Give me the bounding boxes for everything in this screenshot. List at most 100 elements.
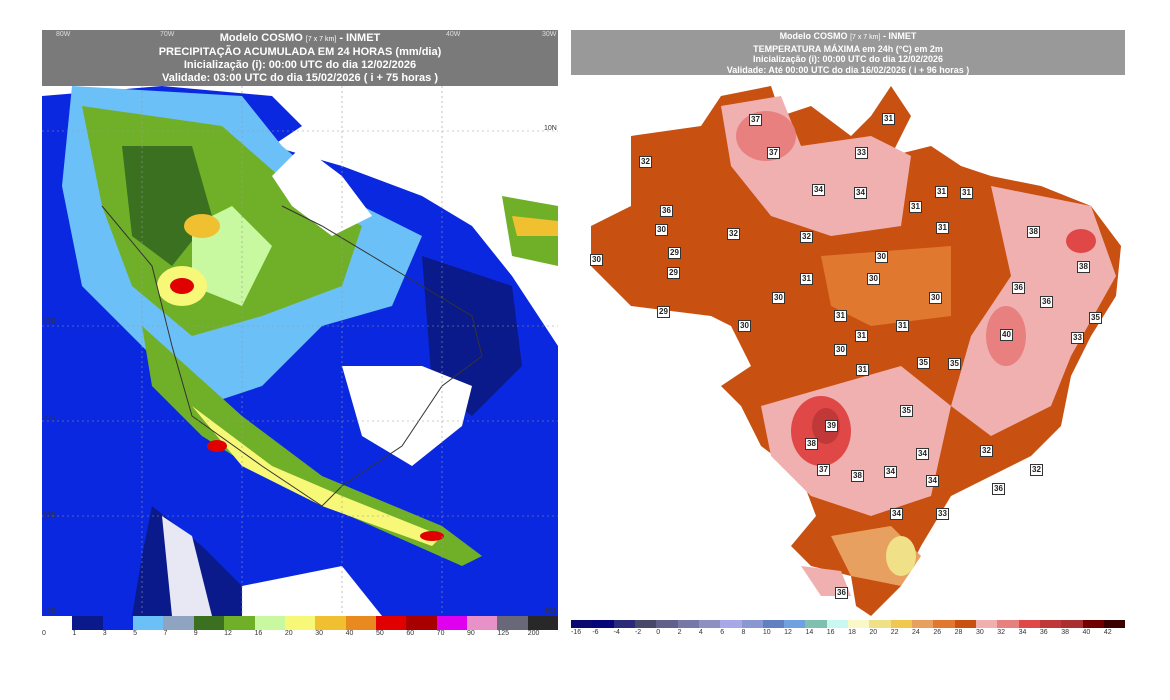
colorbar-swatch — [826, 620, 849, 628]
colorbar-label: -4 — [613, 629, 620, 636]
max-temperature-label: 38 — [851, 470, 864, 482]
max-temperature-label: 38 — [805, 438, 818, 450]
colorbar-swatch — [677, 620, 699, 628]
colorbar-label: 70 — [436, 630, 445, 637]
colorbar-label: 28 — [954, 629, 963, 636]
max-temperature-label: 32 — [1030, 464, 1043, 476]
validity-time: Validade: 03:00 UTC do dia 15/02/2026 ( … — [161, 72, 439, 84]
map-variable-title: PRECIPITAÇÃO ACUMULADA EM 24 HORAS (mm/d… — [158, 46, 442, 58]
colorbar-swatch — [284, 616, 316, 630]
max-temperature-label: 35 — [900, 405, 913, 417]
colorbar-label: 0 — [42, 630, 46, 637]
max-temperature-label: 38 — [1027, 226, 1040, 238]
max-temperature-label: 30 — [772, 292, 785, 304]
max-temperature-label: 39 — [825, 420, 838, 432]
max-temperature-label: 32 — [727, 228, 740, 240]
lat-label: 40S — [43, 608, 56, 615]
colorbar-swatch — [997, 620, 1019, 628]
validity-time: Validade: Até 00:00 UTC do dia 16/02/202… — [726, 64, 970, 75]
max-temperature-label: 31 — [856, 364, 869, 376]
colorbar-label: 5 — [133, 630, 137, 637]
temperature-colorbar — [571, 620, 1126, 628]
colorbar-label: 20 — [869, 629, 878, 636]
colorbar-label: 30 — [315, 630, 324, 637]
colorbar-swatch — [345, 616, 376, 630]
colorbar-swatch — [527, 616, 559, 630]
max-temperature-label: 33 — [1071, 332, 1084, 344]
colorbar-label: 34 — [1018, 629, 1027, 636]
lon-label: 30W — [542, 31, 557, 38]
colorbar-label: 2 — [677, 629, 682, 636]
precipitation-map — [42, 86, 558, 616]
colorbar-swatch — [1039, 620, 1062, 628]
max-temperature-label: 34 — [812, 184, 825, 196]
lon-label: 80W — [56, 31, 71, 38]
colorbar-swatch — [1018, 620, 1040, 628]
colorbar-label: 7 — [163, 630, 168, 637]
max-temperature-label: 36 — [1012, 282, 1025, 294]
colorbar-label: 4 — [698, 629, 703, 636]
colorbar-label: 36 — [1039, 629, 1048, 636]
precipitation-map-panel: Modelo COSMO [7 x 7 km] - INMET PRECIPIT… — [42, 30, 559, 638]
colorbar-label: -6 — [592, 629, 599, 636]
max-temperature-label: 31 — [936, 222, 949, 234]
colorbar-swatch — [784, 620, 806, 628]
colorbar-swatch — [406, 616, 437, 630]
colorbar-label: -2 — [634, 629, 642, 636]
colorbar-label: 26 — [933, 629, 942, 636]
colorbar-label: 32 — [997, 629, 1006, 636]
model-org: - INMET — [339, 32, 381, 44]
max-temperature-label: 31 — [882, 113, 895, 125]
colorbar-swatch — [1082, 620, 1104, 628]
colorbar-label: 18 — [848, 629, 856, 636]
colorbar-swatch — [224, 616, 255, 630]
max-temperature-label: 31 — [909, 201, 922, 213]
model-title: Modelo COSMO — [219, 32, 303, 44]
colorbar-swatch — [436, 616, 468, 630]
lat-label: 10N — [544, 125, 557, 132]
colorbar-label: 0 — [656, 629, 661, 636]
max-temperature-label: 40 — [1000, 329, 1013, 341]
max-temperature-label: 30 — [867, 273, 880, 285]
temperature-map: 37 37 32 33 31 34 34 31 31 31 31 36 30 29 29 30 32 32 30 31… — [571, 76, 1125, 616]
colorbar-swatch — [315, 616, 346, 630]
colorbar-swatch — [634, 620, 657, 628]
colorbar-label: 9 — [193, 630, 198, 637]
max-temperature-label: 36 — [660, 205, 673, 217]
max-temperature-label: 29 — [657, 306, 670, 318]
max-temperature-label: 36 — [1040, 296, 1053, 308]
colorbar-label: 200 — [527, 630, 540, 637]
max-temperature-label: 30 — [738, 320, 751, 332]
max-temperature-label: 31 — [834, 310, 847, 322]
colorbar-swatch — [102, 616, 134, 630]
colorbar-label: 16 — [826, 629, 835, 636]
colorbar-label: 50 — [375, 630, 384, 637]
colorbar-swatch — [698, 620, 721, 628]
max-temperature-label: 34 — [890, 508, 903, 520]
colorbar-swatch — [805, 620, 827, 628]
colorbar-swatch — [592, 620, 614, 628]
max-temperature-label: 32 — [980, 445, 993, 457]
colorbar-swatch — [720, 620, 742, 628]
model-resolution: [7 x 7 km] — [305, 36, 337, 43]
colorbar-swatch — [741, 620, 763, 628]
colorbar-swatch — [848, 620, 870, 628]
colorbar-label: 60 — [406, 630, 415, 637]
max-temperature-label: 37 — [817, 464, 830, 476]
temperature-map-panel: Modelo COSMO [7 x 7 km] - INMET TEMPERAT… — [571, 30, 1126, 638]
colorbar-label: 90 — [467, 630, 475, 637]
temperature-map-header: Modelo COSMO [7 x 7 km] - INMET TEMPERAT… — [571, 30, 1125, 75]
colorbar-swatch — [375, 616, 407, 630]
max-temperature-label: 31 — [800, 273, 813, 285]
max-temperature-label: 31 — [855, 330, 868, 342]
max-temperature-label: 34 — [884, 466, 897, 478]
colorbar-label: 20 — [284, 630, 293, 637]
colorbar-label: 16 — [254, 630, 263, 637]
max-temperature-label: 36 — [835, 587, 848, 599]
model-org: - INMET — [882, 31, 917, 41]
max-temperature-label: 30 — [834, 344, 847, 356]
max-temperature-label: 32 — [800, 231, 813, 243]
colorbar-swatch — [613, 620, 635, 628]
model-title: Modelo COSMO — [779, 31, 848, 41]
max-temperature-label: 34 — [916, 448, 929, 460]
